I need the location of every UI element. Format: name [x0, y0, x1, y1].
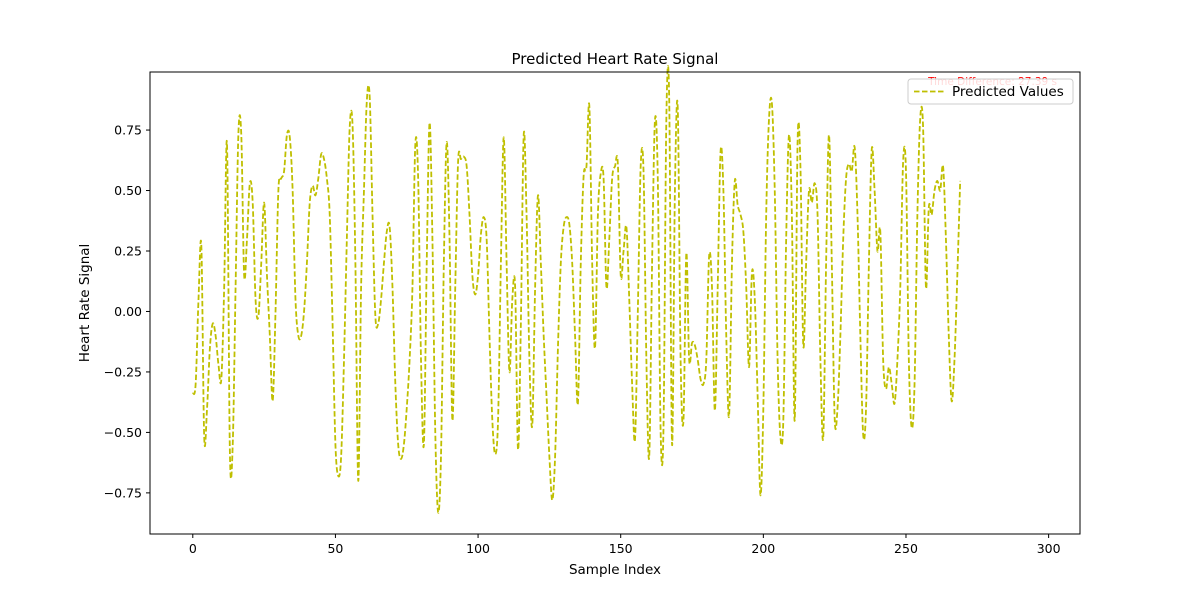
legend: Predicted Values: [907, 78, 1074, 105]
y-tick-label: −0.75: [104, 485, 142, 500]
y-axis: −0.75 −0.50 −0.25 0.00 0.25 0.50 0.75: [104, 123, 150, 500]
y-tick-label: 0.25: [114, 243, 142, 258]
x-tick-label: 150: [609, 541, 633, 556]
series-line-predicted-values: [191, 65, 962, 514]
x-axis-label: Sample Index: [569, 562, 661, 578]
y-tick-label: 0.75: [114, 123, 142, 138]
legend-box: [907, 78, 1074, 105]
series-layer: [191, 65, 962, 514]
y-axis-label: Heart Rate Signal: [77, 244, 93, 363]
x-tick-label: 0: [189, 541, 197, 556]
axes-frame: [149, 71, 1081, 535]
y-tick-label: 0.00: [114, 304, 142, 319]
x-tick-label: 50: [327, 541, 343, 556]
x-tick-label: 200: [751, 541, 775, 556]
y-tick-label: −0.50: [104, 425, 142, 440]
y-tick-label: 0.50: [114, 183, 142, 198]
y-tick-label: −0.25: [104, 364, 142, 379]
x-tick-label: 300: [1037, 541, 1061, 556]
chart-title: Predicted Heart Rate Signal: [512, 50, 719, 68]
x-axis: 0 50 100 150 200 250 300: [189, 534, 1061, 556]
x-tick-label: 250: [894, 541, 918, 556]
x-tick-label: 100: [466, 541, 490, 556]
legend-label: Predicted Values: [952, 84, 1064, 100]
